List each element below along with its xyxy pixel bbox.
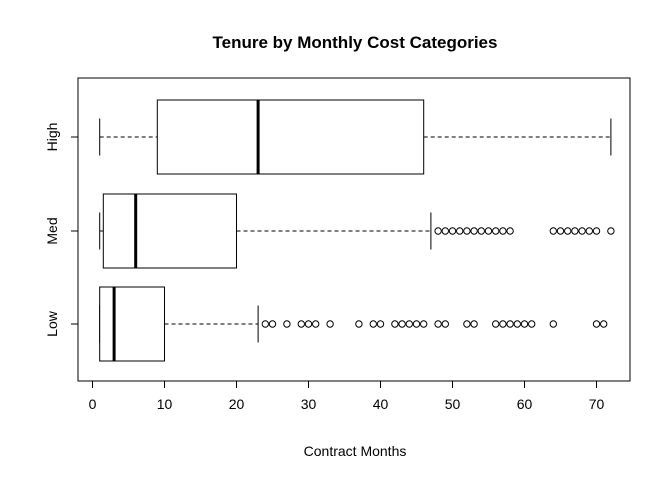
- outlier-point: [592, 227, 601, 235]
- x-tick-label: 70: [589, 396, 605, 412]
- x-axis: 0 10 20 30 40 50 60 70: [89, 380, 605, 412]
- outlier-point: [470, 320, 478, 328]
- outlier-point: [506, 320, 514, 328]
- outlier-point: [297, 320, 305, 328]
- outlier-point: [549, 320, 557, 328]
- outlier-point: [499, 320, 507, 328]
- box-med: [99, 193, 615, 269]
- outlier-point: [549, 227, 557, 235]
- outlier-point: [477, 227, 485, 235]
- outlier-point: [434, 320, 442, 328]
- outlier-point: [499, 227, 507, 235]
- outlier-point: [571, 227, 579, 235]
- x-tick-label: 20: [229, 396, 245, 412]
- outlier-point: [556, 227, 565, 235]
- x-tick-label: 50: [445, 396, 461, 412]
- outlier-point: [456, 227, 464, 235]
- outlier-point: [304, 320, 313, 328]
- outlier-point: [355, 320, 363, 328]
- outlier-point: [434, 227, 442, 235]
- x-tick-label: 10: [157, 396, 173, 412]
- y-tick-label: Low: [44, 310, 60, 337]
- outlier-point: [463, 320, 471, 328]
- iqr-box: [102, 193, 237, 269]
- outlier-point: [492, 320, 500, 328]
- outlier-point: [261, 320, 269, 328]
- outlier-point: [564, 227, 572, 235]
- box-high: [99, 99, 612, 175]
- x-tick-label: 60: [517, 396, 533, 412]
- outlier-point: [592, 320, 601, 328]
- outlier-point: [578, 227, 586, 235]
- x-tick-label: 0: [89, 396, 97, 412]
- outlier-point: [441, 320, 449, 328]
- outlier-point: [412, 320, 421, 328]
- outlier-point: [528, 320, 536, 328]
- y-tick-label: Med: [44, 217, 60, 244]
- x-tick-label: 30: [301, 396, 317, 412]
- boxes-group: [99, 99, 615, 362]
- iqr-box: [156, 99, 425, 175]
- outlier-point: [405, 320, 413, 328]
- y-axis: Low Med High: [44, 123, 79, 337]
- outlier-point: [585, 227, 593, 235]
- outlier-point: [506, 227, 514, 235]
- outlier-point: [520, 320, 529, 328]
- box-low: [99, 286, 608, 362]
- outlier-point: [398, 320, 406, 328]
- outlier-point: [369, 320, 377, 328]
- outlier-point: [448, 227, 457, 235]
- outlier-point: [391, 320, 399, 328]
- outlier-point: [463, 227, 471, 235]
- outlier-point: [283, 320, 291, 328]
- outlier-point: [376, 320, 385, 328]
- outlier-point: [600, 320, 608, 328]
- x-tick-label: 40: [373, 396, 389, 412]
- iqr-box: [99, 286, 165, 362]
- y-tick-label: High: [44, 123, 60, 152]
- outlier-point: [441, 227, 449, 235]
- outlier-point: [326, 320, 334, 328]
- outlier-point: [470, 227, 478, 235]
- chart-title: Tenure by Monthly Cost Categories: [213, 33, 498, 52]
- x-axis-label: Contract Months: [304, 443, 407, 459]
- outlier-point: [513, 320, 521, 328]
- outlier-point: [607, 227, 615, 235]
- outlier-point: [312, 320, 320, 328]
- outlier-point: [484, 227, 493, 235]
- outlier-point: [492, 227, 500, 235]
- outlier-point: [420, 320, 428, 328]
- outlier-point: [268, 320, 277, 328]
